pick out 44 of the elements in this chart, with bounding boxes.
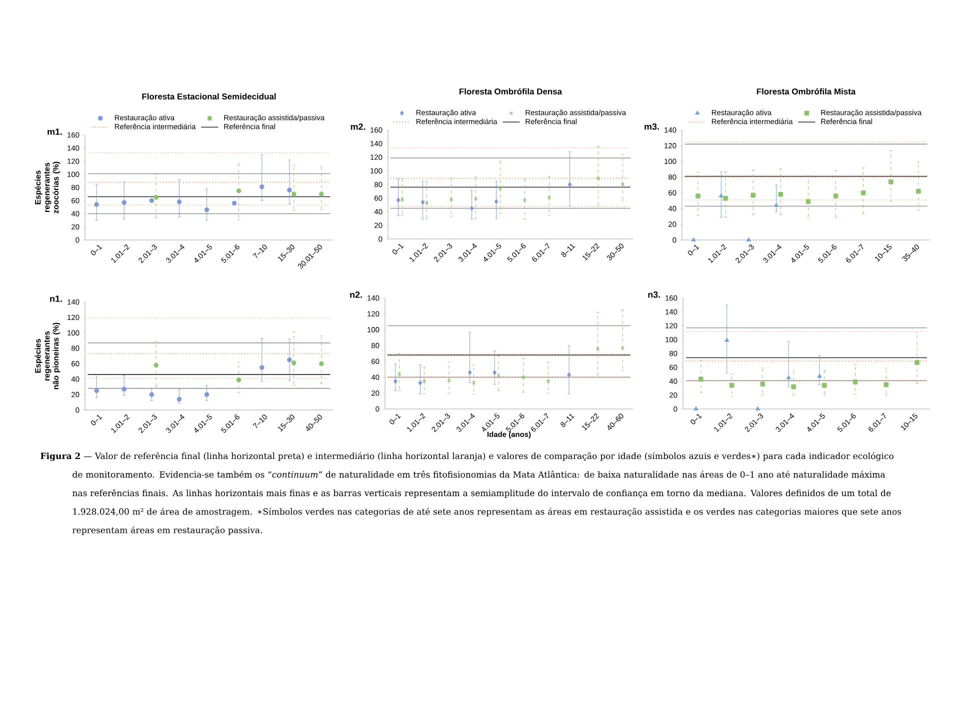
point [760, 382, 766, 386]
point [398, 372, 402, 376]
point [723, 196, 728, 201]
point [447, 378, 451, 382]
point [204, 207, 210, 212]
point [260, 184, 264, 190]
point [852, 380, 858, 384]
point [791, 384, 796, 390]
text: n1. [50, 296, 62, 302]
text: n2. [350, 292, 362, 298]
text: Figura 2 — Valor de referência final (linha horizontal preta) e intermediário (linha horizontal laranja) e valores de comparação por idade (símbolos azuis e verdes∗) para cada indicador ecológico de monitoramento. Evidencia-se também os “continuum” de naturalidade em três fitofisionomias da Mata Atlântica: de baixa naturalidade nas áreas de 0–1 ano até naturalidade máxima nas referências finais. As linhas horizontais mais finas e as barras verticais representam a semiamplitude do intervalo de confiança em torno da mediana. Valores definidos de um total de 1.928.024,00 m² de área de amostragem. ∗Símbolos verdes nas categorias de até sete anos representam as áreas em restauração assistida e os verdes nas categorias maiores que sete anos representam áreas em restauração passiva. [40, 452, 902, 535]
point [822, 382, 827, 388]
point [620, 346, 624, 350]
point [122, 200, 127, 205]
point [596, 346, 600, 351]
point [916, 188, 921, 194]
text: m1. [48, 128, 62, 135]
point [833, 194, 838, 198]
point [806, 199, 811, 204]
text: n3. [648, 291, 660, 298]
point [474, 196, 478, 201]
point [778, 192, 784, 197]
point [696, 194, 700, 198]
point [176, 200, 182, 204]
point [698, 376, 704, 382]
point [149, 198, 154, 204]
text: m3. [644, 123, 659, 130]
point [287, 188, 292, 193]
chart-title: Floresta Ombrófila Mista [756, 88, 856, 94]
chart-title: Floresta Ombrófila Densa [460, 88, 562, 94]
point [914, 360, 920, 365]
point [596, 176, 600, 180]
point [750, 192, 756, 198]
point [232, 200, 237, 206]
point [472, 381, 476, 385]
point [729, 382, 734, 388]
point [422, 379, 426, 384]
point [884, 382, 889, 388]
point [94, 202, 99, 207]
point [860, 190, 866, 196]
chart-title: Floresta Estacional Semidecidual [142, 93, 276, 100]
text: m2. [350, 124, 366, 130]
point [546, 379, 550, 384]
point [888, 179, 894, 184]
